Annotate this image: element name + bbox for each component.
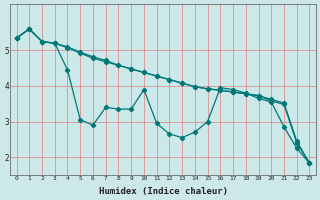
X-axis label: Humidex (Indice chaleur): Humidex (Indice chaleur) xyxy=(99,187,228,196)
